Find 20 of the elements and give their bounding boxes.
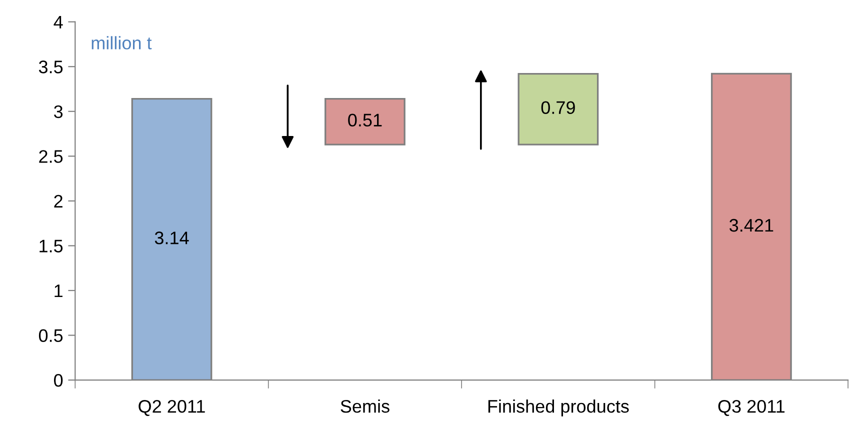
- data-label: 0.79: [541, 101, 575, 114]
- y-tick-label: 1: [54, 284, 62, 298]
- bar: [324, 98, 406, 146]
- x-tick-label: Semis: [340, 400, 390, 413]
- y-tick-label: 0: [54, 374, 63, 387]
- y-tick-label: 1.5: [40, 240, 63, 252]
- y-tick-label: 3: [54, 105, 63, 118]
- annotation: million t: [92, 36, 152, 50]
- y-tick-label: 3.5: [38, 60, 63, 74]
- data-label: 3.14: [154, 232, 189, 244]
- x-tick-label: Finished products: [488, 400, 629, 416]
- y-tick-label: 4: [54, 16, 63, 28]
- y-tick-label: 2.5: [39, 150, 63, 163]
- data-label: 0.51: [348, 114, 382, 127]
- bar: [518, 72, 599, 146]
- x-tick-label: Q3 2011: [718, 400, 785, 416]
- data-label: 3.421: [730, 218, 774, 232]
- y-tick-label: 2: [54, 194, 62, 208]
- y-tick-label: 0.5: [38, 329, 63, 342]
- x-tick-label: Q2 2011: [138, 400, 205, 416]
